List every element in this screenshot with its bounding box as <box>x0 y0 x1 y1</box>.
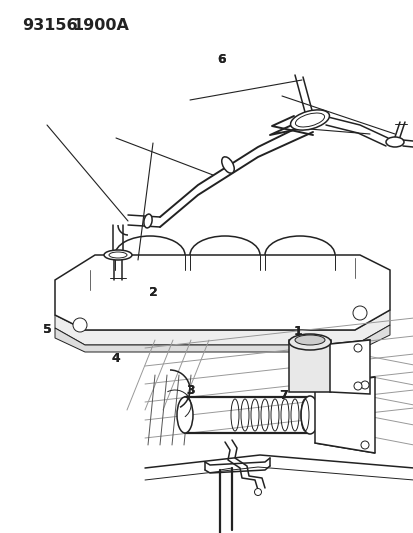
Ellipse shape <box>385 137 403 147</box>
Circle shape <box>352 306 366 320</box>
Text: 6: 6 <box>217 53 225 66</box>
Ellipse shape <box>144 214 152 228</box>
Circle shape <box>360 441 368 449</box>
Polygon shape <box>55 255 389 330</box>
Text: 1: 1 <box>293 325 302 338</box>
Polygon shape <box>55 325 389 352</box>
Circle shape <box>353 382 361 390</box>
Text: 4: 4 <box>111 352 120 365</box>
Text: 1900A: 1900A <box>72 18 128 33</box>
Text: 4: 4 <box>111 352 120 365</box>
Circle shape <box>360 381 368 389</box>
Text: 5: 5 <box>43 323 52 336</box>
Ellipse shape <box>288 334 330 350</box>
Ellipse shape <box>177 397 192 433</box>
Text: 2: 2 <box>148 286 157 298</box>
Polygon shape <box>55 310 389 345</box>
Text: 1: 1 <box>293 325 302 338</box>
Ellipse shape <box>295 113 324 127</box>
Polygon shape <box>314 377 374 453</box>
Text: 6: 6 <box>217 53 225 66</box>
Text: 7: 7 <box>278 389 287 402</box>
Ellipse shape <box>290 110 329 130</box>
Text: 93156: 93156 <box>22 18 78 33</box>
Polygon shape <box>329 340 369 394</box>
Ellipse shape <box>109 252 127 258</box>
Ellipse shape <box>104 250 132 260</box>
Text: 3: 3 <box>186 384 194 397</box>
Ellipse shape <box>300 396 318 434</box>
Text: 7: 7 <box>278 389 287 402</box>
Polygon shape <box>288 340 330 392</box>
Ellipse shape <box>221 157 234 173</box>
Ellipse shape <box>294 335 324 345</box>
Text: 2: 2 <box>148 286 157 298</box>
Text: 3: 3 <box>186 384 194 397</box>
Text: 5: 5 <box>43 323 52 336</box>
Circle shape <box>73 318 87 332</box>
Circle shape <box>353 344 361 352</box>
Circle shape <box>254 489 261 496</box>
